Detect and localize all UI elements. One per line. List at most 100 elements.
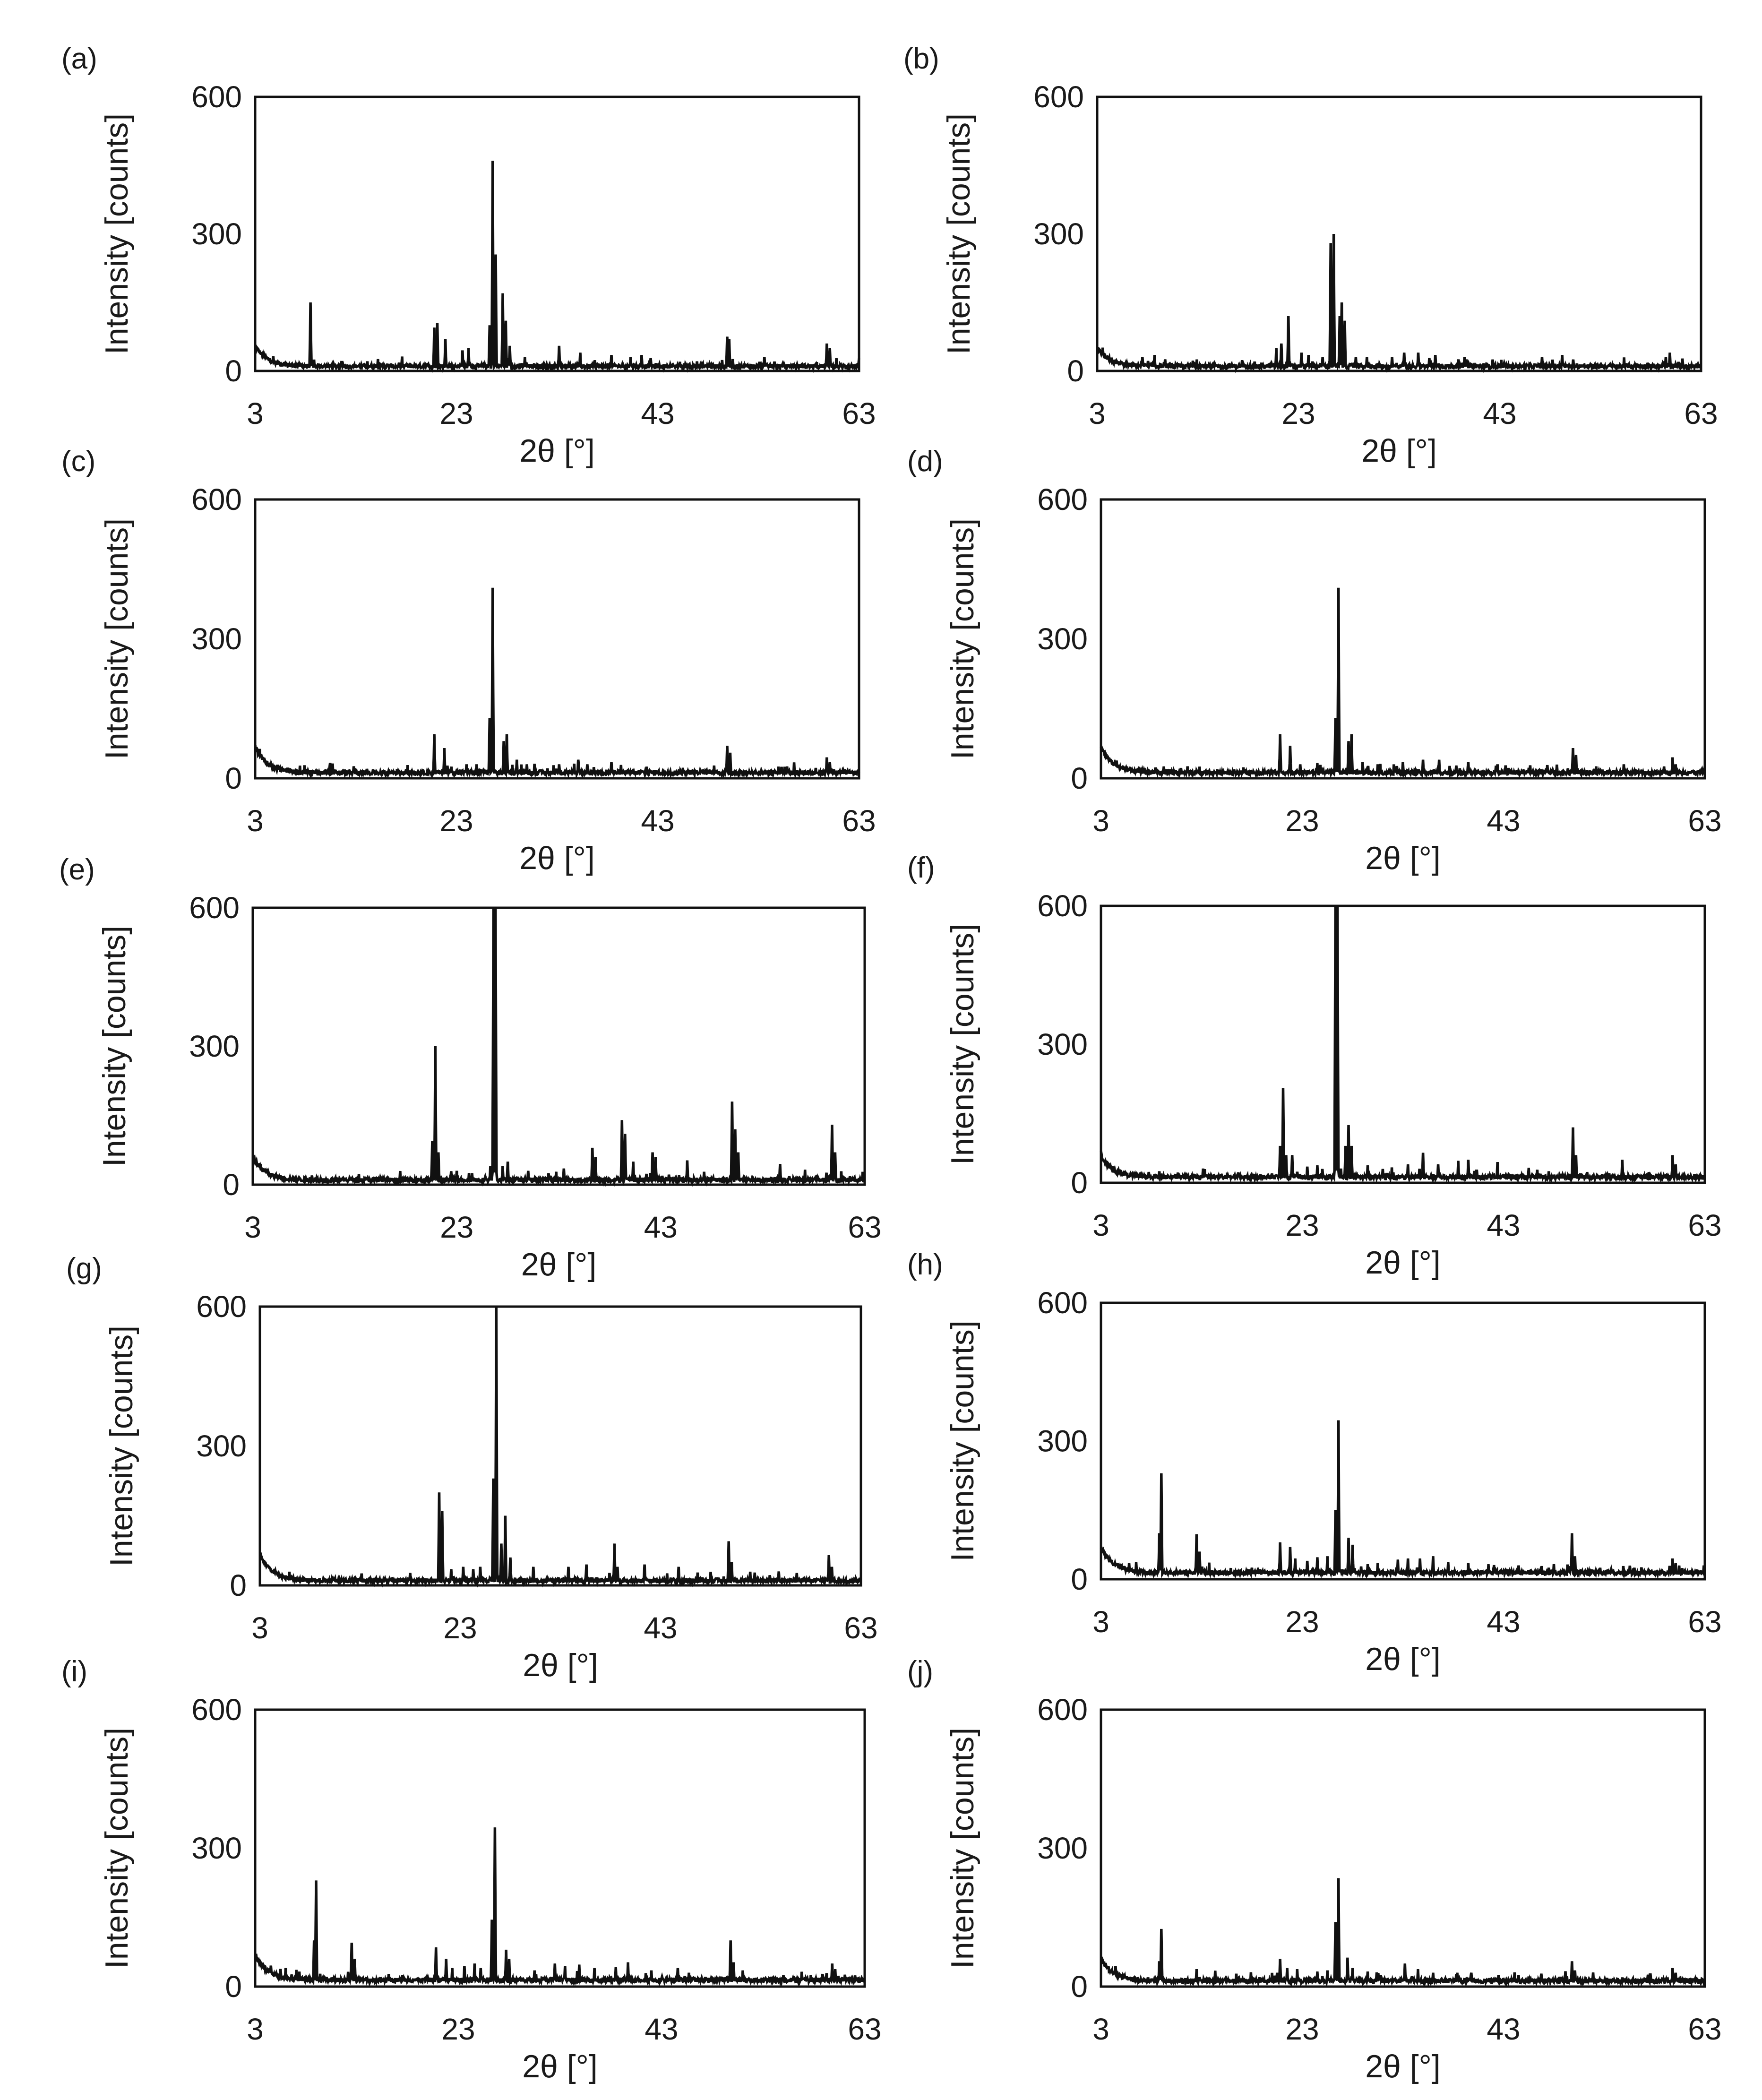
- x-tick-label: 43: [644, 1210, 678, 1244]
- x-tick-label: 23: [1285, 804, 1319, 838]
- xrd-trace: [251, 907, 866, 1187]
- panel-b: (b) 0 300 600 3 23 43 63 2θ [°] Intensity [counts…: [903, 43, 1718, 469]
- x-tick-label: 63: [1684, 396, 1718, 430]
- x-tick-label: 43: [641, 804, 674, 838]
- x-tick-label: 43: [1487, 804, 1520, 838]
- y-tick-label: 300: [1037, 622, 1088, 656]
- panel-g: (g) 0 300 600 3 23 43 63 2θ [°] Intensity [counts…: [66, 1252, 878, 1683]
- y-tick-label: 300: [191, 217, 242, 251]
- x-tick-label: 23: [439, 804, 473, 838]
- x-axis-title: 2θ [°]: [523, 1647, 598, 1683]
- x-tick-label: 63: [848, 1210, 881, 1244]
- x-axis-title: 2θ [°]: [522, 2048, 598, 2084]
- x-tick-label: 63: [848, 2012, 881, 2046]
- y-tick-label: 600: [1033, 80, 1084, 114]
- xrd-trace: [1100, 1420, 1706, 1580]
- y-axis-title: Intensity [counts]: [945, 1728, 980, 1969]
- y-tick-label: 300: [1037, 1424, 1088, 1458]
- x-axis-title: 2θ [°]: [1365, 2048, 1441, 2084]
- x-tick-label: 3: [244, 1210, 261, 1244]
- x-tick-label: 63: [1688, 2012, 1721, 2046]
- y-tick-label: 600: [1037, 482, 1088, 516]
- plot-frame: [1100, 904, 1706, 1184]
- y-tick-label: 300: [189, 1029, 240, 1063]
- x-tick-label: 63: [844, 1611, 877, 1645]
- x-tick-label: 63: [1688, 804, 1721, 838]
- y-tick-label: 300: [1037, 1831, 1088, 1865]
- y-axis-title: Intensity [counts]: [945, 924, 980, 1165]
- xrd-trace: [258, 1306, 862, 1588]
- x-tick-label: 3: [1092, 804, 1109, 838]
- x-tick-label: 3: [247, 396, 264, 430]
- panel-i: (i) 0 300 600 3 23 43 63 2θ [°] Intensity [counts…: [61, 1655, 882, 2084]
- x-tick-label: 43: [641, 396, 674, 430]
- x-tick-label: 63: [842, 396, 876, 430]
- xrd-trace: [1100, 1878, 1706, 1988]
- xrd-trace: [1096, 233, 1702, 373]
- y-tick-label: 600: [196, 1290, 247, 1324]
- x-tick-label: 23: [1281, 396, 1315, 430]
- x-tick-label: 23: [439, 396, 473, 430]
- x-tick-label: 23: [1285, 1605, 1319, 1639]
- y-tick-label: 0: [225, 761, 242, 795]
- plot-frame: [1100, 1708, 1706, 1988]
- plot-frame: [1100, 1301, 1706, 1581]
- y-tick-label: 600: [1037, 889, 1088, 923]
- panel-label: (d): [907, 445, 943, 478]
- xrd-trace: [254, 161, 860, 373]
- y-tick-label: 600: [1037, 1286, 1088, 1320]
- y-tick-label: 0: [230, 1568, 247, 1602]
- x-tick-label: 3: [247, 2012, 264, 2046]
- y-axis-title: Intensity [counts]: [99, 1728, 135, 1969]
- panel-j: (j) 0 300 600 3 23 43 63 2θ [°] Intensity [counts…: [907, 1655, 1722, 2084]
- x-tick-label: 43: [1487, 1605, 1520, 1639]
- x-axis-title: 2θ [°]: [519, 840, 595, 876]
- panel-h: (h) 0 300 600 3 23 43 63 2θ [°] Intensity [counts…: [907, 1248, 1722, 1677]
- y-axis-title: Intensity [counts]: [99, 113, 135, 354]
- xrd-trace: [1100, 587, 1706, 780]
- y-tick-label: 0: [1067, 354, 1084, 388]
- y-tick-label: 300: [196, 1429, 247, 1463]
- y-tick-label: 0: [223, 1168, 240, 1202]
- y-tick-label: 300: [1033, 217, 1084, 251]
- y-tick-label: 0: [1071, 761, 1088, 795]
- panel-label: (j): [907, 1655, 933, 1688]
- plot-frame: [254, 1708, 866, 1988]
- y-axis-title: Intensity [counts]: [941, 113, 977, 354]
- y-tick-label: 600: [191, 1693, 242, 1727]
- plot-frame: [1100, 498, 1706, 780]
- x-tick-label: 23: [1285, 2012, 1319, 2046]
- x-tick-label: 3: [1092, 2012, 1109, 2046]
- panel-c: (c) 0 300 600 3 23 43 63 2θ [°] Intensity [counts…: [61, 445, 876, 876]
- panel-a: (a) 0 300 600 3 23 43 63 2θ [°] Intensity [counts…: [61, 43, 876, 469]
- panel-label: (b): [903, 43, 939, 75]
- panel-label: (i): [61, 1655, 87, 1688]
- panel-label: (e): [59, 853, 95, 886]
- y-tick-label: 0: [1071, 1166, 1088, 1200]
- y-tick-label: 300: [191, 622, 242, 656]
- y-axis-title: Intensity [counts]: [945, 1320, 980, 1561]
- x-tick-label: 43: [1487, 2012, 1520, 2046]
- x-tick-label: 43: [1483, 396, 1516, 430]
- x-tick-label: 23: [440, 1210, 473, 1244]
- panel-e: (e) 0 300 600 3 23 43 63 2θ [°] Intensity [counts…: [59, 853, 882, 1282]
- plot-frame: [258, 1305, 862, 1587]
- y-axis-title: Intensity [counts]: [945, 518, 980, 759]
- y-tick-label: 0: [225, 354, 242, 388]
- x-axis-title: 2θ [°]: [1365, 1245, 1441, 1281]
- xrd-trace: [1100, 905, 1706, 1184]
- xrd-trace: [254, 1827, 866, 1987]
- plot-frame: [1096, 95, 1702, 372]
- panel-label: (f): [907, 852, 935, 884]
- x-tick-label: 43: [1487, 1208, 1520, 1242]
- y-tick-label: 600: [191, 80, 242, 114]
- plot-frame: [254, 498, 860, 780]
- panel-label: (h): [907, 1248, 943, 1281]
- y-tick-label: 600: [191, 482, 242, 516]
- x-tick-label: 23: [443, 1611, 477, 1645]
- panel-label: (a): [61, 43, 97, 75]
- y-axis-title: Intensity [counts]: [99, 518, 135, 759]
- x-tick-label: 3: [251, 1611, 268, 1645]
- y-tick-label: 300: [1037, 1027, 1088, 1061]
- y-tick-label: 600: [189, 891, 240, 925]
